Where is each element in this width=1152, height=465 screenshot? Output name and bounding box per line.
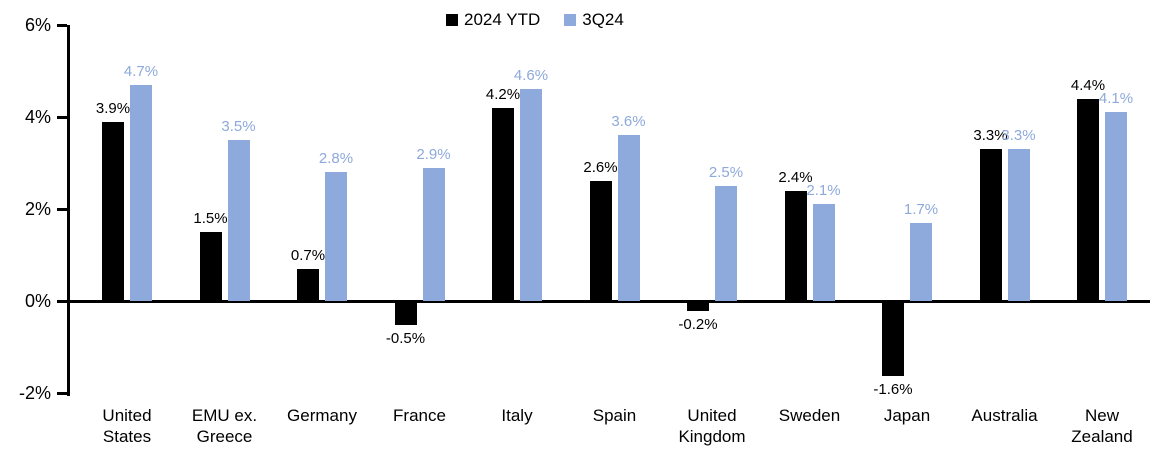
bar-2024-ytd (589, 181, 612, 301)
bar-2024-ytd (784, 190, 807, 301)
y-tick-mark (57, 116, 67, 119)
bar-label: -0.2% (678, 316, 718, 334)
y-tick-mark (57, 392, 67, 395)
bar-2024-ytd (297, 268, 319, 301)
bar-label: 4.6% (513, 67, 549, 85)
bar-label: 2.6% (583, 159, 618, 177)
bar-label: -1.6% (873, 380, 913, 398)
category-label: France (393, 406, 446, 425)
bar-label: 3.5% (221, 118, 256, 135)
bar-label: 1.7% (903, 200, 939, 218)
category-label: Japan (883, 406, 931, 425)
bar-label: 2.8% (318, 150, 354, 168)
y-tick-label: 2% (24, 199, 51, 219)
legend-label-3q24: 3Q24 (582, 10, 624, 29)
y-axis-line (67, 25, 70, 396)
bar-label: 1.5% (193, 210, 228, 227)
bar-3q24 (910, 222, 932, 301)
bar-2024-ytd (979, 149, 1002, 301)
y-tick-label: 0% (24, 291, 51, 311)
bar-3q24 (130, 84, 152, 301)
category-label: Germany (287, 406, 357, 425)
bar-3q24 (520, 89, 542, 301)
bar-label: -0.5% (385, 330, 426, 347)
legend-label-2024-ytd: 2024 YTD (464, 10, 541, 29)
y-tick-mark (57, 208, 67, 211)
category-label: United Kingdom (678, 406, 746, 446)
category-label: United States (102, 406, 152, 446)
category-label: Italy (501, 406, 533, 425)
category-label: Sweden (778, 406, 841, 425)
legend-swatch-3q24 (564, 14, 577, 26)
bar-label: 3.3% (1001, 127, 1036, 145)
legend-swatch-2024-ytd (446, 14, 458, 26)
bar-2024-ytd (199, 232, 222, 301)
bar-label: 4.7% (123, 62, 159, 80)
bar-2024-ytd (394, 302, 417, 325)
bar-label: 3.6% (611, 113, 646, 131)
category-label: New Zealand (1071, 406, 1133, 446)
bar-label: 0.7% (290, 246, 326, 264)
bar-3q24 (325, 172, 347, 301)
bar-label: 2.1% (806, 182, 841, 200)
bar-3q24 (227, 140, 250, 301)
bar-label: 3.9% (95, 99, 131, 117)
legend-item-3q24: 3Q24 (564, 10, 624, 30)
bar-2024-ytd (492, 107, 514, 301)
bar-3q24 (715, 186, 737, 301)
bar-label: 4.2% (485, 85, 521, 103)
y-tick-label: -2% (18, 383, 51, 403)
category-label: EMU ex. Greece (191, 406, 258, 446)
bar-label: 3.3% (973, 127, 1008, 145)
bar-label: 4.4% (1070, 76, 1106, 94)
y-tick-label: 6% (24, 15, 51, 35)
bar-label: 2.5% (708, 164, 744, 181)
bar-2024-ytd (882, 302, 904, 376)
bar-label: 4.1% (1098, 90, 1134, 108)
legend-item-2024-ytd: 2024 YTD (446, 10, 540, 30)
category-label: Australia (971, 406, 1038, 425)
bar-label: 2.9% (416, 145, 451, 163)
bar-2024-ytd (687, 302, 709, 312)
y-tick-mark (57, 300, 67, 303)
x-axis-baseline (67, 300, 1150, 303)
category-label: Spain (592, 406, 637, 425)
bar-3q24 (422, 167, 445, 301)
bar-2024-ytd (102, 121, 124, 301)
y-tick-label: 4% (24, 107, 51, 127)
bar-2024-ytd (1077, 98, 1099, 301)
bar-3q24 (1105, 112, 1127, 301)
y-tick-mark (57, 24, 67, 27)
legend: 2024 YTD 3Q24 (446, 10, 624, 30)
bar-3q24 (617, 135, 640, 301)
bar-3q24 (1007, 149, 1030, 301)
bar-label: 2.4% (778, 168, 813, 186)
bar-3q24 (812, 204, 835, 301)
